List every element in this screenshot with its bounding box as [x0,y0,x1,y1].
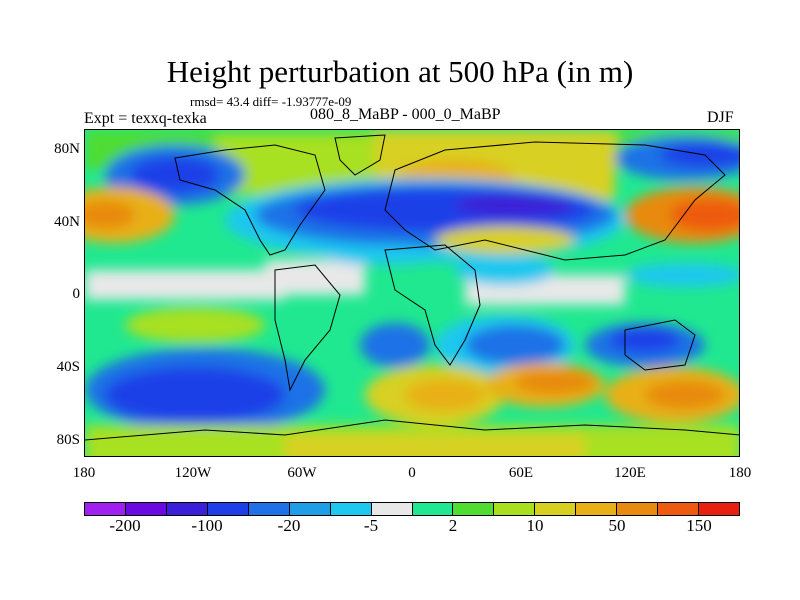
x-tick-180w: 180 [72,465,96,481]
y-tick-80n: 80N [54,141,80,157]
colorbar-swatch [207,503,249,515]
x-tick-60w: 60W [287,465,317,481]
colorbar-swatch [699,503,739,515]
y-tick-40s: 40S [56,359,80,375]
colorbar-label: -200 [109,516,141,535]
colorbar-swatch [535,503,577,515]
x-tick-60e: 60E [508,465,534,481]
colorbar-swatch [289,503,331,515]
colorbar-swatch [330,503,372,515]
colorbar-swatch [125,503,167,515]
colorbar-label: -5 [363,516,379,535]
x-tick-120w: 120W [174,465,212,481]
map-plot-area [84,129,740,457]
colorbar-swatch [371,503,413,515]
colorbar-label: -20 [277,516,301,535]
x-tick-180e: 180 [728,465,752,481]
y-tick-0: 0 [72,286,81,302]
y-tick-40n: 40N [54,214,80,230]
colorbar [84,502,740,516]
colorbar-swatch [453,503,495,515]
colorbar-swatch [658,503,700,515]
contour-field [85,130,739,456]
colorbar-swatch [494,503,536,515]
x-tick-0: 0 [408,465,416,481]
colorbar-label: -100 [191,516,223,535]
colorbar-swatch [617,503,659,515]
y-tick-80s: 80S [56,432,80,448]
season-label: DJF [707,109,734,126]
colorbar-swatch [248,503,290,515]
x-tick-120e: 120E [614,465,646,481]
colorbar-label: 50 [608,516,626,535]
colorbar-swatch [166,503,208,515]
colorbar-label: 2 [448,516,458,535]
stats-label: rmsd= 43.4 diff= -1.93777e-09 [190,94,352,109]
map-title: Height perturbation at 500 hPa (in m) [166,54,634,89]
colorbar-swatch [85,503,126,515]
colorbar-swatch [576,503,618,515]
period-label: 080_8_MaBP - 000_0_MaBP [310,106,501,123]
colorbar-swatch [412,503,454,515]
colorbar-label: 150 [686,516,712,535]
experiment-label: Expt = texxq-texka [84,110,207,127]
colorbar-label: 10 [526,516,544,535]
